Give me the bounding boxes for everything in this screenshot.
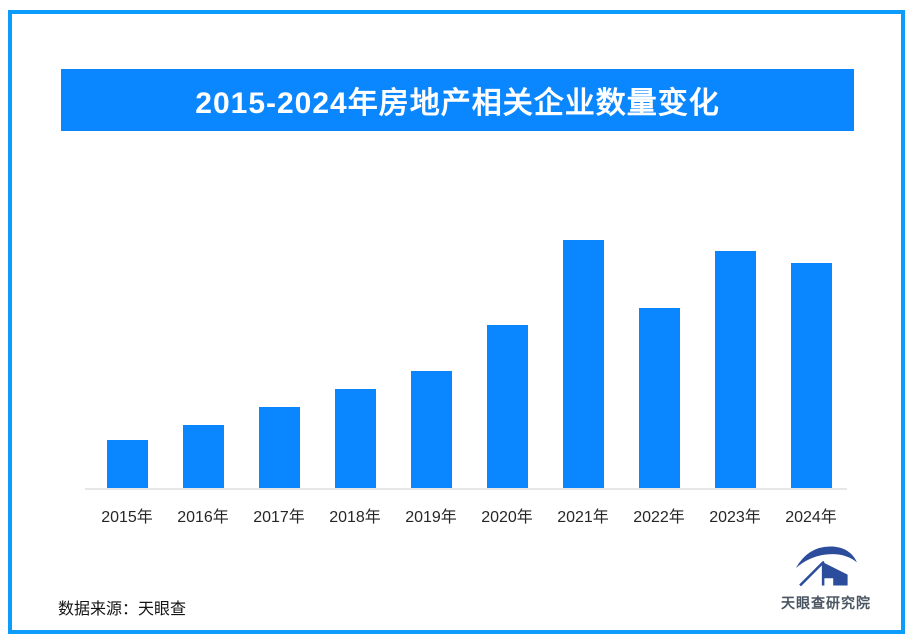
bar-column bbox=[469, 240, 545, 488]
bar-2021年 bbox=[562, 240, 604, 488]
brand-name: 天眼查研究院 bbox=[781, 595, 871, 611]
bar-2016年 bbox=[182, 425, 224, 488]
x-axis-label: 2021年 bbox=[557, 509, 609, 526]
bar-column bbox=[165, 240, 241, 488]
bar-2018年 bbox=[334, 389, 376, 488]
x-axis-labels: 2015年 2016年 2017年 2018年 2019年 2020年 2021年 2022年… bbox=[89, 503, 849, 527]
x-axis-label: 2024年 bbox=[785, 509, 837, 526]
bars-container bbox=[89, 240, 849, 488]
x-axis-label: 2019年 bbox=[405, 509, 457, 526]
bar-2015年 bbox=[106, 439, 148, 488]
x-axis-line bbox=[85, 488, 847, 490]
bar-column bbox=[317, 240, 393, 488]
x-axis-label: 2018年 bbox=[329, 509, 381, 526]
bar-2022年 bbox=[638, 308, 680, 488]
bar-column bbox=[89, 240, 165, 488]
bar-2023年 bbox=[714, 250, 756, 488]
bar-column bbox=[545, 240, 621, 488]
bar-2024年 bbox=[790, 263, 832, 488]
bar-column bbox=[773, 240, 849, 488]
x-axis-label: 2017年 bbox=[253, 509, 305, 526]
chart-title: 2015-2024年房地产相关企业数量变化 bbox=[195, 87, 720, 120]
bar-2020年 bbox=[486, 325, 528, 488]
x-axis-label: 2016年 bbox=[177, 509, 229, 526]
page-border-frame bbox=[8, 10, 905, 634]
bar-column bbox=[241, 240, 317, 488]
x-axis-label: 2015年 bbox=[101, 509, 153, 526]
tianyancha-logo-icon bbox=[795, 546, 857, 587]
chart-title-banner: 2015-2024年房地产相关企业数量变化 bbox=[61, 69, 854, 131]
bar-2017年 bbox=[258, 406, 300, 488]
brand-logo: 天眼查研究院 bbox=[770, 542, 882, 613]
bar-column bbox=[393, 240, 469, 488]
x-axis-label: 2022年 bbox=[633, 509, 685, 526]
bar-column bbox=[621, 240, 697, 488]
bar-2019年 bbox=[410, 370, 452, 488]
data-source-label: 数据来源：天眼查 bbox=[58, 601, 187, 618]
x-axis-label: 2023年 bbox=[709, 509, 761, 526]
bar-column bbox=[697, 240, 773, 488]
x-axis-label: 2020年 bbox=[481, 509, 533, 526]
